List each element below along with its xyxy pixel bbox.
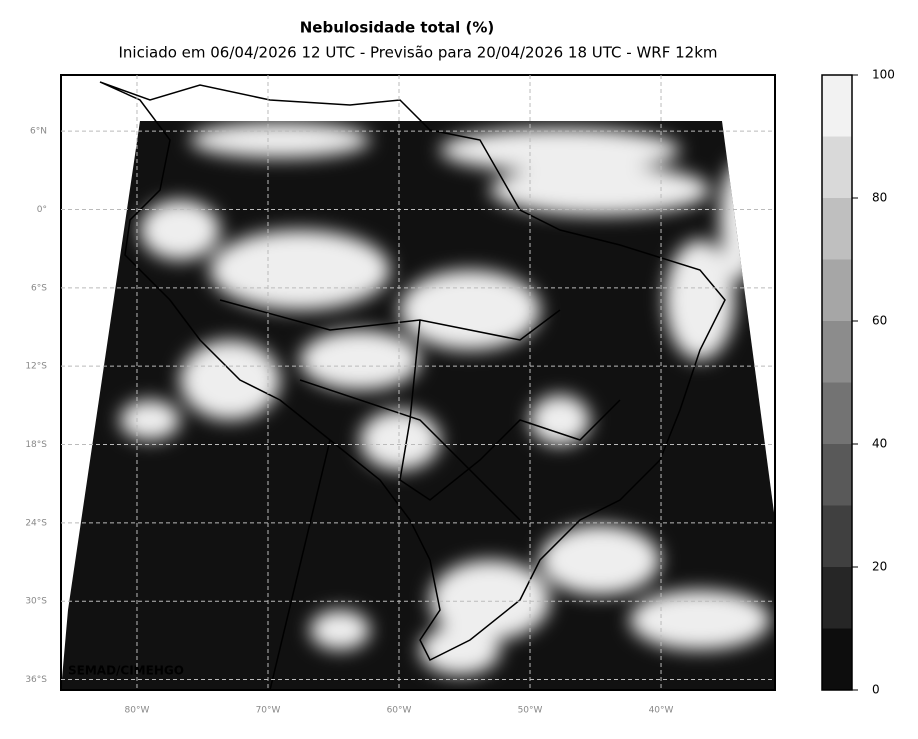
colorbar-segment — [822, 628, 852, 690]
colorbar-tick-label: 80 — [872, 191, 887, 205]
y-tick-label: 30°S — [25, 597, 47, 607]
colorbar-segment — [822, 259, 852, 321]
x-tick-label: 60°W — [387, 706, 412, 716]
y-tick-label: 24°S — [25, 518, 47, 528]
y-tick-label: 18°S — [25, 440, 47, 450]
colorbar-frame — [821, 74, 853, 691]
y-tick-label: 36°S — [25, 675, 47, 685]
y-tick-label: 6°S — [31, 283, 47, 293]
colorbar-tick-label: 20 — [872, 560, 887, 574]
map-frame — [60, 74, 776, 691]
colorbar-segment — [822, 136, 852, 198]
x-tick-label: 40°W — [649, 706, 674, 716]
x-tick-label: 50°W — [518, 706, 543, 716]
y-tick-label: 12°S — [25, 362, 47, 372]
cloud-field — [120, 122, 770, 675]
subtitle: Iniciado em 06/04/2026 12 UTC - Previsão… — [118, 44, 717, 62]
colorbar-segment — [822, 567, 852, 629]
colorbar-tick-label: 0 — [872, 683, 880, 697]
map-field — [61, 81, 775, 691]
colorbar-segment — [822, 75, 852, 137]
colorbar-segment — [822, 198, 852, 260]
x-tick-label: 80°W — [125, 706, 150, 716]
colorbar-tick-label: 60 — [872, 314, 887, 328]
title: Nebulosidade total (%) — [300, 19, 495, 37]
x-tick-label: 70°W — [256, 706, 281, 716]
coastline — [99, 81, 726, 691]
y-tick-label: 0° — [37, 205, 47, 215]
colorbar-segment — [822, 505, 852, 567]
watermark: SEMAD/CIMEHGO — [68, 664, 184, 678]
colorbar-segment — [822, 321, 852, 383]
colorbar-tick-label: 40 — [872, 437, 887, 451]
colorbar-segment — [822, 382, 852, 444]
colorbar-segment — [822, 444, 852, 506]
y-tick-label: 6°N — [30, 127, 47, 137]
colorbar-tick-label: 100 — [872, 68, 895, 82]
